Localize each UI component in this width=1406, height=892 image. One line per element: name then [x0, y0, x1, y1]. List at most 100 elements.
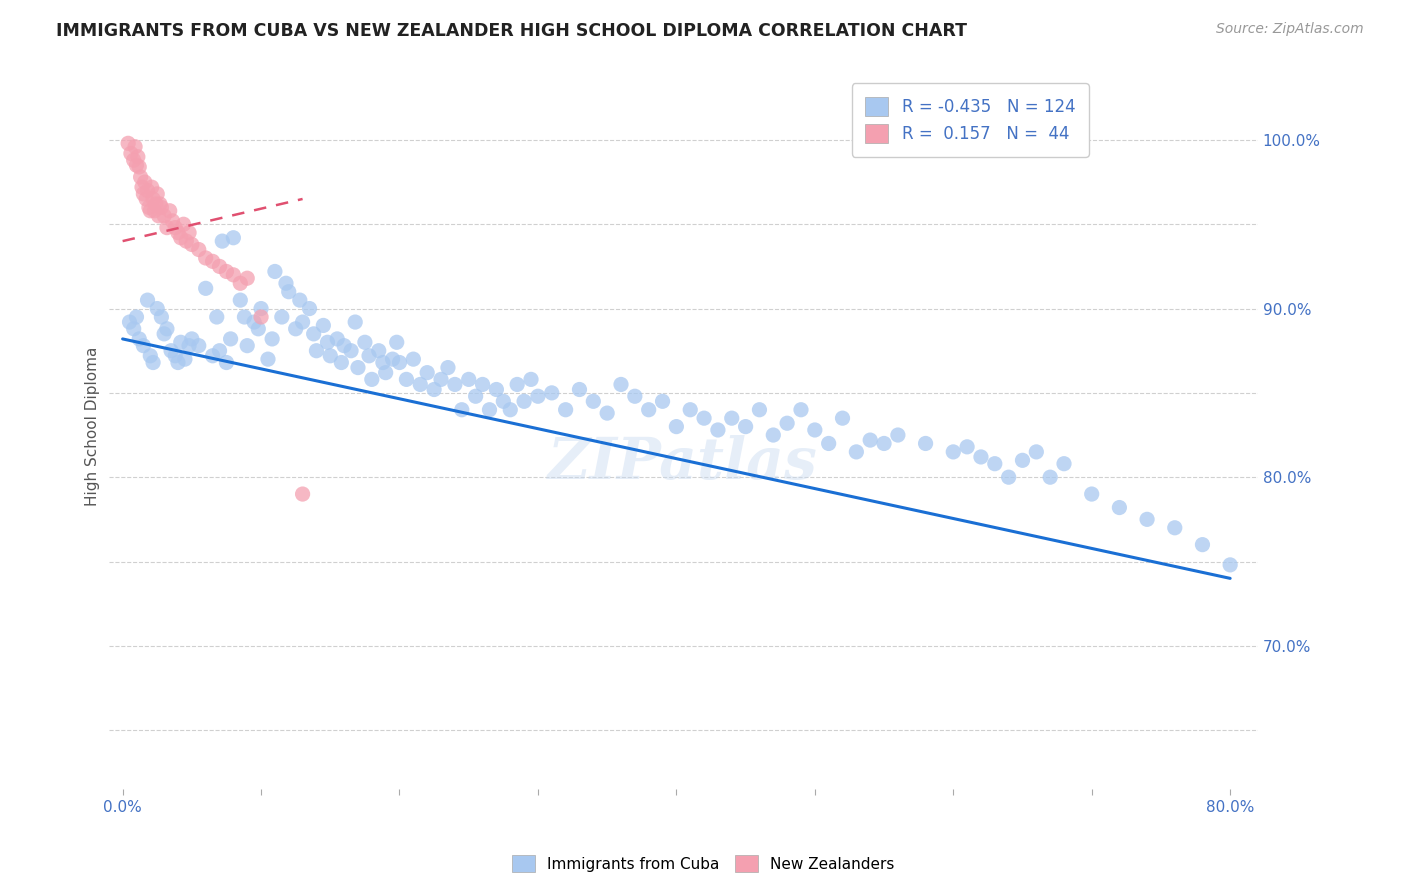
Point: [127, 150, 149, 164]
Point: [887, 428, 910, 442]
Point: [170, 231, 193, 245]
Point: [970, 450, 993, 464]
Point: [357, 349, 380, 363]
Point: [540, 385, 562, 400]
Point: [201, 349, 224, 363]
Point: [319, 349, 342, 363]
Point: [187, 339, 209, 353]
Point: [222, 268, 245, 282]
Point: [859, 433, 882, 447]
Point: [610, 377, 633, 392]
Point: [385, 335, 408, 350]
Point: [790, 402, 813, 417]
Point: [1039, 470, 1062, 484]
Point: [1080, 487, 1102, 501]
Point: [139, 349, 162, 363]
Point: [139, 203, 162, 218]
Point: [270, 310, 292, 324]
Point: [262, 332, 284, 346]
Point: [211, 234, 233, 248]
Point: [136, 293, 159, 307]
Point: [150, 310, 173, 324]
Point: [153, 326, 176, 341]
Point: [437, 360, 460, 375]
Point: [229, 277, 252, 291]
Point: [208, 343, 231, 358]
Point: [665, 419, 688, 434]
Point: [165, 220, 187, 235]
Point: [344, 315, 367, 329]
Point: [129, 169, 152, 184]
Point: [250, 310, 273, 324]
Point: [180, 332, 202, 346]
Point: [131, 180, 153, 194]
Point: [219, 332, 242, 346]
Point: [176, 234, 198, 248]
Point: [312, 318, 335, 333]
Point: [149, 197, 172, 211]
Point: [177, 226, 200, 240]
Point: [134, 175, 156, 189]
Point: [333, 339, 356, 353]
Point: [142, 192, 165, 206]
Point: [125, 158, 148, 172]
Point: [132, 186, 155, 201]
Point: [167, 226, 190, 240]
Point: [236, 339, 259, 353]
Point: [707, 423, 730, 437]
Point: [831, 411, 853, 425]
Point: [138, 201, 160, 215]
Point: [367, 343, 389, 358]
Text: IMMIGRANTS FROM CUBA VS NEW ZEALANDER HIGH SCHOOL DIPLOMA CORRELATION CHART: IMMIGRANTS FROM CUBA VS NEW ZEALANDER HI…: [56, 22, 967, 40]
Point: [1053, 457, 1076, 471]
Point: [174, 352, 197, 367]
Point: [651, 394, 673, 409]
Point: [159, 203, 181, 218]
Point: [326, 332, 349, 346]
Point: [720, 411, 742, 425]
Point: [748, 402, 770, 417]
Point: [136, 184, 159, 198]
Point: [142, 355, 165, 369]
Point: [1191, 538, 1213, 552]
Point: [1108, 500, 1130, 515]
Point: [762, 428, 785, 442]
Point: [464, 389, 486, 403]
Point: [1136, 512, 1159, 526]
Point: [117, 136, 139, 151]
Y-axis label: High School Diploma: High School Diploma: [86, 347, 100, 507]
Point: [305, 343, 328, 358]
Point: [845, 445, 868, 459]
Point: [395, 372, 418, 386]
Point: [146, 301, 169, 316]
Point: [165, 349, 187, 363]
Point: [409, 377, 432, 392]
Point: [205, 310, 228, 324]
Point: [162, 214, 184, 228]
Point: [173, 217, 195, 231]
Point: [120, 146, 142, 161]
Point: [122, 153, 145, 168]
Point: [215, 264, 238, 278]
Point: [513, 394, 536, 409]
Point: [194, 251, 217, 265]
Point: [423, 383, 446, 397]
Point: [1025, 445, 1047, 459]
Text: ZIPatlas: ZIPatlas: [548, 434, 818, 491]
Point: [153, 209, 176, 223]
Point: [637, 402, 659, 417]
Point: [984, 457, 1007, 471]
Point: [624, 389, 647, 403]
Legend: R = -0.435   N = 124, R =  0.157   N =  44: R = -0.435 N = 124, R = 0.157 N = 44: [852, 83, 1088, 157]
Point: [942, 445, 965, 459]
Point: [776, 416, 799, 430]
Point: [222, 231, 245, 245]
Point: [125, 310, 148, 324]
Point: [374, 366, 396, 380]
Point: [347, 360, 370, 375]
Point: [302, 326, 325, 341]
Point: [471, 377, 494, 392]
Point: [298, 301, 321, 316]
Point: [122, 322, 145, 336]
Point: [274, 277, 297, 291]
